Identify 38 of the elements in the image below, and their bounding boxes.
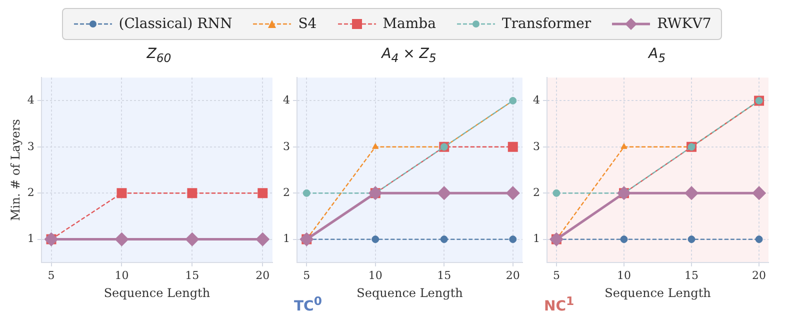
x-tick-label: 15 [437, 268, 452, 282]
y-tick-label: 4 [27, 94, 34, 107]
y-tick-label: 2 [27, 186, 34, 199]
legend-label: S4 [297, 16, 317, 32]
x-tick-label: 20 [506, 268, 520, 282]
x-tick-label: 10 [616, 268, 631, 282]
chart-title: A$_{5}$ [646, 46, 666, 67]
text: TC$^{0}$ [294, 294, 322, 315]
y-tick-label: 1 [27, 232, 34, 246]
chart-title: A$_{4}$ × Z$_{5}$ [380, 46, 438, 67]
y-tick-label: 2 [283, 186, 290, 199]
x-tick-label: 5 [552, 268, 560, 282]
legend-label: (Classical) RNN [118, 16, 232, 32]
x-tick-label: 5 [48, 268, 55, 282]
y-tick-label: 4 [283, 94, 290, 107]
legend-label: Transformer [500, 16, 592, 32]
x-tick-label: 15 [684, 268, 699, 282]
y-tick-label: 2 [533, 186, 540, 199]
y-tick-label: 4 [533, 94, 540, 107]
x-tick-label: 20 [256, 268, 270, 282]
y-tick-label: 3 [283, 140, 290, 153]
chart-title: Z$_{60}$ [146, 46, 172, 67]
y-tick-label: 1 [533, 232, 540, 246]
x-tick-label: 15 [185, 268, 200, 282]
legend-label: RWKV7 [656, 16, 712, 32]
x-axis-title: Sequence Length [604, 286, 712, 300]
y-tick-label: 3 [27, 140, 34, 153]
x-axis-title: Sequence Length [356, 286, 464, 300]
x-tick-label: 20 [752, 268, 766, 282]
y-tick-label: 1 [283, 232, 290, 246]
legend-label: Mamba [382, 16, 436, 32]
text: NC$^{1}$ [544, 294, 574, 315]
y-axis-title: Min. # of Layers [8, 119, 22, 221]
x-tick-label: 10 [368, 268, 382, 282]
x-axis-title: Sequence Length [104, 286, 210, 300]
x-tick-label: 5 [303, 268, 310, 282]
y-tick-label: 3 [533, 140, 540, 153]
x-tick-label: 10 [114, 268, 129, 282]
